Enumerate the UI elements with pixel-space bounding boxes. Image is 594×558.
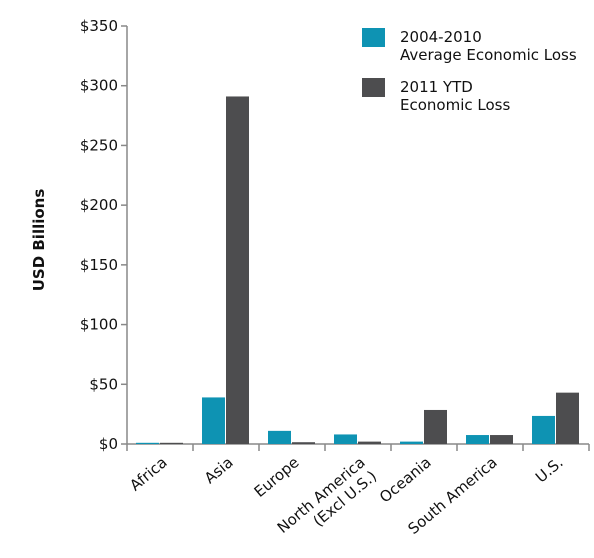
bar — [358, 441, 381, 444]
bar — [202, 397, 225, 444]
bar — [160, 442, 183, 444]
y-tick-label: $50 — [89, 375, 118, 393]
x-tick-label: Oceania — [376, 453, 435, 506]
y-tick-label: $200 — [80, 196, 118, 214]
bar — [466, 435, 489, 444]
legend-swatch — [362, 78, 385, 97]
x-tick-label: Asia — [201, 453, 237, 487]
x-tick-label: Africa — [126, 453, 170, 494]
y-axis-label: USD Billions — [30, 189, 48, 292]
bar — [424, 409, 447, 444]
bar — [334, 434, 357, 444]
x-tick-label: Europe — [251, 453, 303, 501]
y-tick-label: $350 — [80, 17, 118, 35]
y-tick-label: $250 — [80, 136, 118, 154]
y-tick-label: $150 — [80, 256, 118, 274]
bar — [556, 392, 579, 444]
bar — [136, 442, 159, 444]
y-tick-label: $100 — [80, 316, 118, 334]
bar — [292, 442, 315, 444]
y-tick-label: $0 — [99, 435, 118, 453]
bar — [400, 441, 423, 444]
bar — [490, 435, 513, 444]
bar — [268, 430, 291, 444]
x-tick-label: U.S. — [532, 453, 567, 486]
legend-label: 2011 YTD Economic Loss — [400, 78, 510, 114]
bar — [532, 415, 555, 444]
legend-label: 2004-2010 Average Economic Loss — [400, 28, 577, 64]
bar — [226, 96, 249, 444]
legend-swatch — [362, 28, 385, 47]
y-tick-label: $300 — [80, 77, 118, 95]
